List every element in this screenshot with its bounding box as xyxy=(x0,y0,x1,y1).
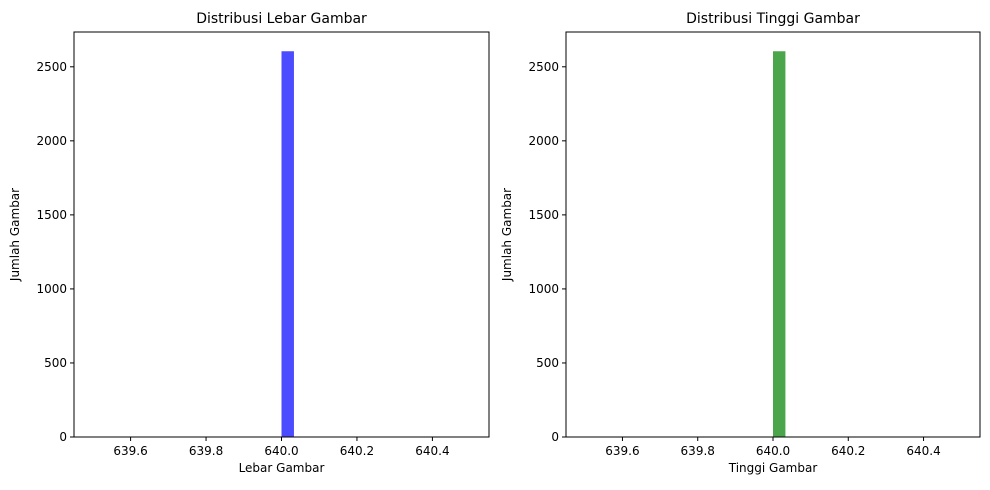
histogram-bar xyxy=(773,51,786,437)
y-tick-label: 2000 xyxy=(528,134,559,148)
y-tick-label: 2500 xyxy=(528,60,559,74)
x-axis-label: Tinggi Gambar xyxy=(728,461,818,475)
x-tick-label: 639.8 xyxy=(189,444,223,458)
chart-title: Distribusi Lebar Gambar xyxy=(196,11,367,27)
y-tick-label: 0 xyxy=(551,430,559,444)
x-axis-label: Lebar Gambar xyxy=(239,461,325,475)
x-tick-label: 640.4 xyxy=(906,444,940,458)
y-tick-label: 1000 xyxy=(36,282,67,296)
x-tick-label: 640.2 xyxy=(340,444,374,458)
y-tick-label: 2000 xyxy=(36,134,67,148)
y-axis-label: Jumlah Gambar xyxy=(500,188,514,282)
x-tick-label: 639.8 xyxy=(681,444,715,458)
y-tick-label: 2500 xyxy=(36,60,67,74)
y-tick-label: 1500 xyxy=(528,208,559,222)
histogram-bar xyxy=(281,51,294,437)
y-tick-label: 1000 xyxy=(528,282,559,296)
x-tick-label: 640.4 xyxy=(415,444,449,458)
y-axis-label: Jumlah Gambar xyxy=(8,188,22,282)
chart-right: 639.6 639.8 640.0 640.2 640.4 0 500 1000 1500 200… xyxy=(500,11,981,475)
chart-left: 639.6 639.8 640.0 640.2 640.4 0 500 1000 1500 200… xyxy=(8,11,490,475)
chart-title: Distribusi Tinggi Gambar xyxy=(686,11,860,27)
x-tick-label: 640.0 xyxy=(264,444,298,458)
y-tick-label: 0 xyxy=(59,430,67,444)
x-tick-label: 640.2 xyxy=(831,444,865,458)
y-tick-label: 1500 xyxy=(36,208,67,222)
x-tick-label: 639.6 xyxy=(113,444,147,458)
y-tick-label: 500 xyxy=(44,356,67,370)
x-tick-label: 639.6 xyxy=(605,444,639,458)
y-tick-label: 500 xyxy=(536,356,559,370)
x-tick-label: 640.0 xyxy=(756,444,790,458)
